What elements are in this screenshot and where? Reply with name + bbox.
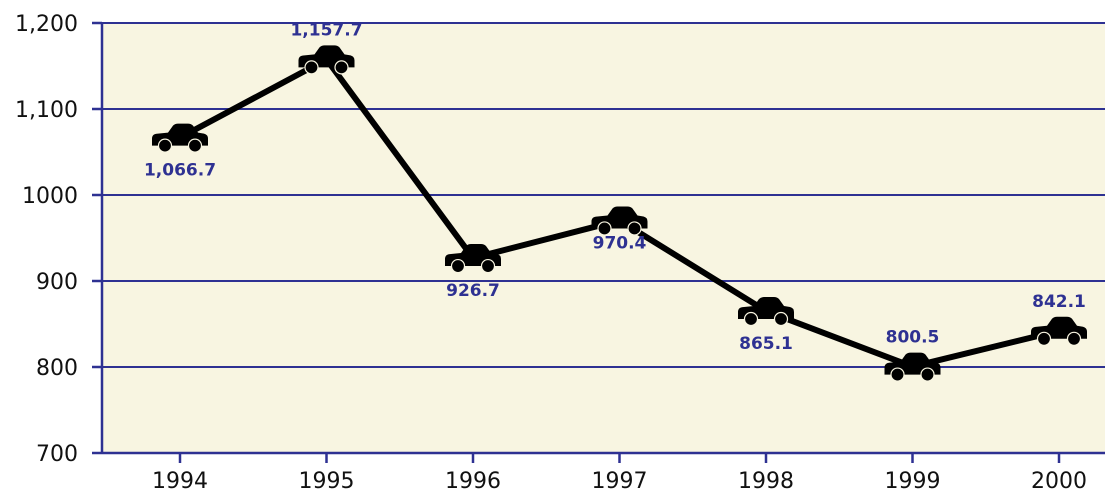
car-icon — [738, 297, 794, 327]
y-axis-ticks: 700 800 900 1000 1,100 1,200 — [15, 12, 102, 467]
data-label: 1,157.7 — [290, 20, 362, 40]
markers — [152, 45, 1087, 382]
x-tick-label: 1996 — [445, 469, 501, 493]
data-label: 1,066.7 — [144, 161, 216, 181]
car-icon — [1031, 316, 1087, 346]
y-tick-label: 900 — [36, 270, 78, 295]
car-icon — [884, 352, 941, 382]
x-tick-label: 1997 — [592, 469, 648, 493]
x-tick-label: 1999 — [885, 469, 941, 493]
plot-area — [102, 23, 1105, 453]
y-tick-label: 800 — [36, 356, 78, 381]
data-label: 842.1 — [1032, 292, 1086, 312]
data-label: 865.1 — [739, 334, 793, 354]
data-label: 800.5 — [886, 328, 940, 348]
x-tick-label: 2000 — [1031, 469, 1087, 493]
data-label: 926.7 — [446, 281, 500, 301]
car-icon — [445, 244, 501, 274]
axes — [100, 23, 1105, 455]
y-tick-label: 1,100 — [15, 98, 78, 123]
x-tick-label: 1995 — [299, 469, 355, 493]
car-icon — [152, 123, 208, 153]
data-label: 970.4 — [593, 233, 647, 253]
data-labels: 1,066.7 1,157.7 926.7 970.4 865.1 800.5 842.1 — [144, 20, 1086, 354]
y-tick-label: 1,200 — [15, 12, 78, 37]
car-icon — [591, 206, 648, 236]
y-tick-label: 700 — [36, 442, 78, 467]
x-tick-label: 1994 — [152, 469, 208, 493]
x-axis-ticks: 1994 1995 1996 1997 1998 1999 2000 — [152, 453, 1087, 493]
y-tick-label: 1000 — [22, 184, 78, 209]
x-tick-label: 1998 — [738, 469, 794, 493]
car-icon — [298, 45, 355, 75]
